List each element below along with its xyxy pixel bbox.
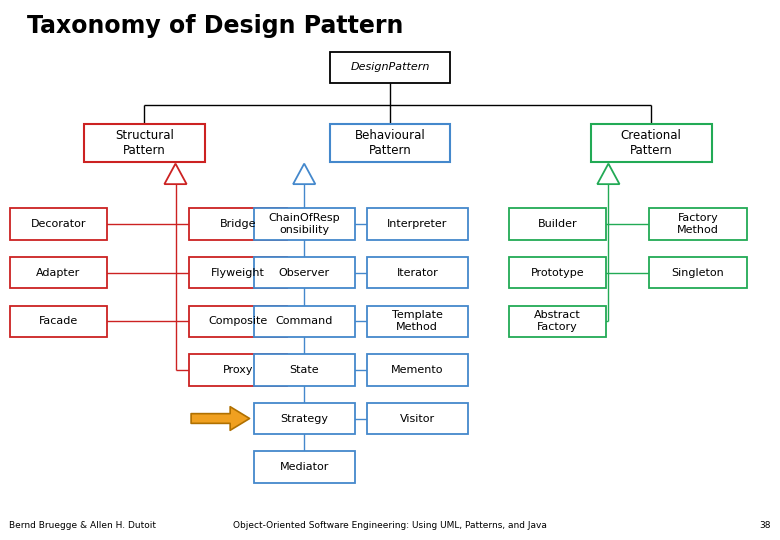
FancyBboxPatch shape: [367, 354, 468, 386]
FancyBboxPatch shape: [329, 52, 451, 83]
Text: Factory
Method: Factory Method: [677, 213, 719, 235]
Text: Mediator: Mediator: [279, 462, 329, 472]
Text: Structural
Pattern: Structural Pattern: [115, 129, 174, 157]
Text: 38: 38: [759, 521, 771, 530]
Text: Creational
Pattern: Creational Pattern: [621, 129, 682, 157]
Text: Bridge: Bridge: [220, 219, 256, 229]
Text: Prototype: Prototype: [531, 268, 584, 278]
FancyBboxPatch shape: [329, 124, 451, 162]
FancyBboxPatch shape: [254, 403, 355, 434]
Text: Iterator: Iterator: [396, 268, 438, 278]
Text: State: State: [289, 365, 319, 375]
FancyBboxPatch shape: [254, 208, 355, 240]
Text: ChainOfResp
onsibility: ChainOfResp onsibility: [268, 213, 340, 235]
FancyBboxPatch shape: [367, 257, 468, 288]
Text: Template
Method: Template Method: [392, 310, 443, 332]
FancyBboxPatch shape: [189, 208, 287, 240]
Text: DesignPattern: DesignPattern: [350, 63, 430, 72]
Text: Adapter: Adapter: [37, 268, 80, 278]
Text: Memento: Memento: [391, 365, 444, 375]
FancyBboxPatch shape: [254, 451, 355, 483]
Text: Object-Oriented Software Engineering: Using UML, Patterns, and Java: Object-Oriented Software Engineering: Us…: [233, 521, 547, 530]
Text: Builder: Builder: [538, 219, 577, 229]
Text: Taxonomy of Design Pattern: Taxonomy of Design Pattern: [27, 14, 404, 37]
Text: Command: Command: [275, 316, 333, 326]
FancyBboxPatch shape: [189, 257, 287, 288]
Text: Singleton: Singleton: [672, 268, 725, 278]
FancyBboxPatch shape: [509, 306, 606, 337]
Text: Abstract
Factory: Abstract Factory: [534, 310, 581, 332]
FancyBboxPatch shape: [509, 257, 606, 288]
FancyBboxPatch shape: [367, 403, 468, 434]
FancyBboxPatch shape: [9, 306, 108, 337]
Text: Decorator: Decorator: [30, 219, 87, 229]
FancyBboxPatch shape: [590, 124, 711, 162]
FancyBboxPatch shape: [9, 208, 108, 240]
FancyBboxPatch shape: [84, 124, 204, 162]
FancyBboxPatch shape: [649, 257, 747, 288]
FancyBboxPatch shape: [367, 306, 468, 337]
FancyBboxPatch shape: [189, 306, 287, 337]
FancyBboxPatch shape: [649, 208, 747, 240]
FancyBboxPatch shape: [189, 354, 287, 386]
Text: Visitor: Visitor: [399, 414, 435, 423]
FancyBboxPatch shape: [9, 257, 108, 288]
Text: Strategy: Strategy: [280, 414, 328, 423]
FancyBboxPatch shape: [367, 208, 468, 240]
Text: Composite: Composite: [208, 316, 268, 326]
FancyBboxPatch shape: [254, 306, 355, 337]
Text: Observer: Observer: [278, 268, 330, 278]
Text: Facade: Facade: [39, 316, 78, 326]
FancyBboxPatch shape: [254, 257, 355, 288]
Text: Bernd Bruegge & Allen H. Dutoit: Bernd Bruegge & Allen H. Dutoit: [9, 521, 156, 530]
Text: Interpreter: Interpreter: [387, 219, 448, 229]
Text: Proxy: Proxy: [222, 365, 254, 375]
Text: Behavioural
Pattern: Behavioural Pattern: [355, 129, 425, 157]
FancyBboxPatch shape: [509, 208, 606, 240]
FancyBboxPatch shape: [254, 354, 355, 386]
Text: Flyweight: Flyweight: [211, 268, 265, 278]
